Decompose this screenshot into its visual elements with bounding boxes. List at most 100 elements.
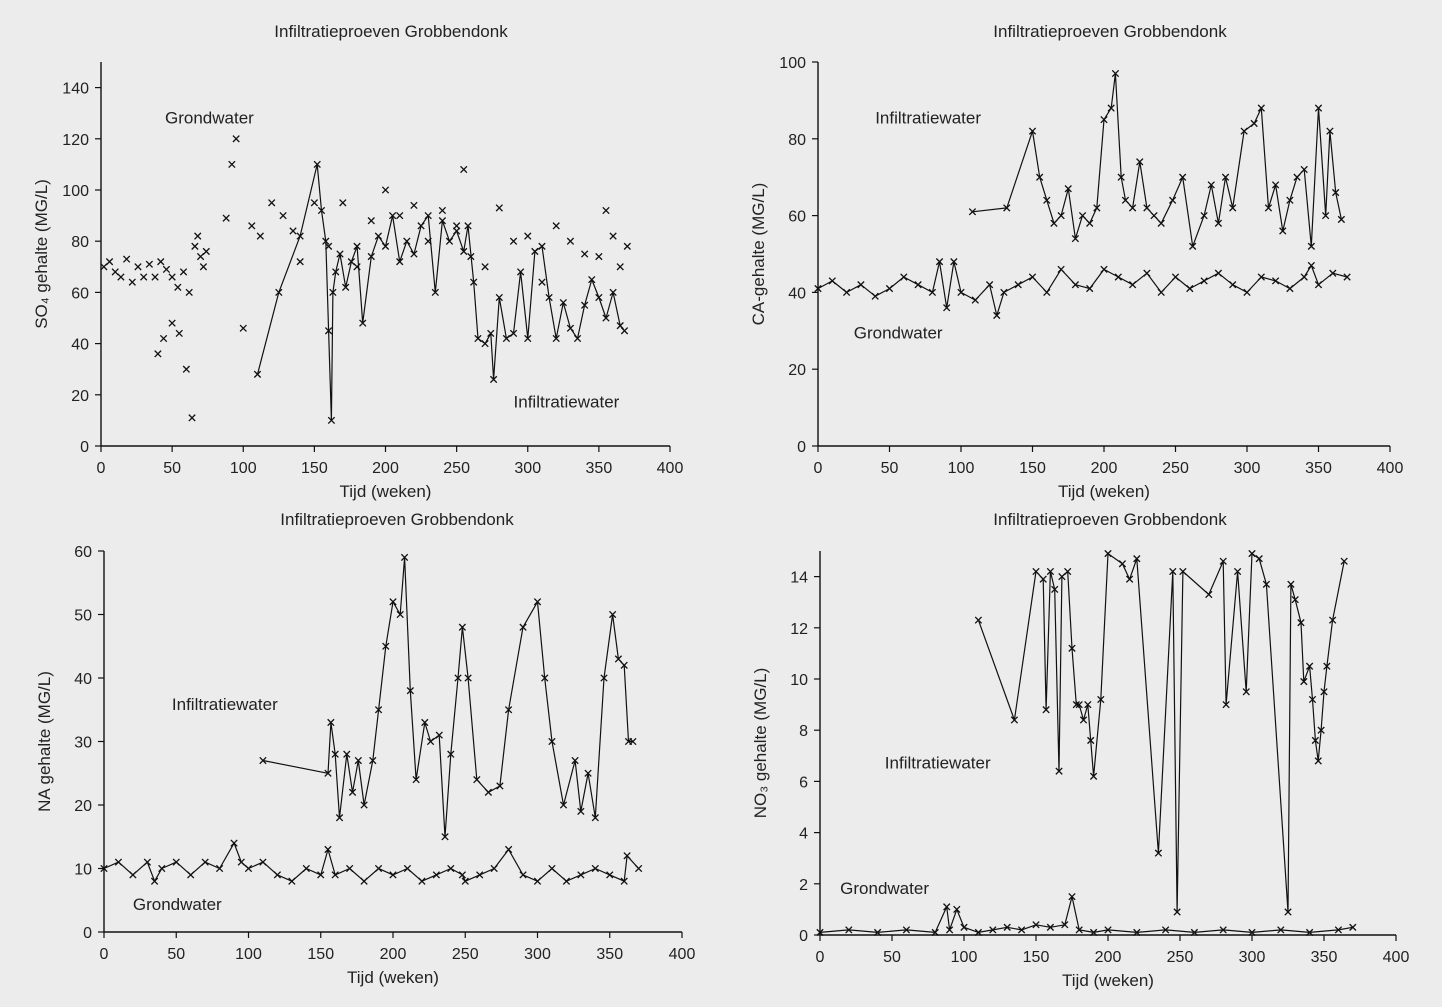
x-tick-label: 200 (380, 946, 407, 963)
data-point (489, 375, 498, 384)
data-point (588, 275, 596, 284)
data-point (1051, 585, 1059, 594)
x-tick-label: 300 (514, 460, 541, 477)
series-grondwater (814, 258, 1351, 320)
data-point (552, 222, 560, 230)
data-point (1154, 849, 1163, 857)
y-tick-label: 80 (788, 132, 806, 149)
data-point (374, 864, 383, 873)
data-point (140, 273, 148, 281)
data-point (495, 293, 503, 302)
data-point (552, 334, 560, 343)
data-point (296, 258, 304, 266)
data-point (1219, 926, 1227, 934)
data-point (143, 858, 152, 866)
data-point (345, 864, 354, 873)
data-point (360, 877, 368, 885)
x-tick-label: 350 (1305, 460, 1332, 477)
y-tick-label: 10 (74, 862, 92, 879)
x-tick-label: 0 (814, 460, 823, 477)
data-point (174, 283, 182, 291)
data-point (1186, 284, 1194, 293)
annotation-grondwater: Grondwater (165, 108, 254, 127)
data-point (302, 864, 310, 873)
data-point (1100, 265, 1108, 274)
data-point (222, 214, 230, 222)
data-point (1086, 284, 1094, 293)
series-infiltratiewater (253, 160, 629, 425)
data-point (1071, 234, 1080, 243)
data-point (1014, 281, 1022, 289)
chart-title: Infiltratieproeven Grobbendonk (993, 22, 1227, 41)
data-point (1314, 104, 1323, 112)
data-point (873, 928, 882, 937)
data-point (202, 247, 210, 256)
annotation-grondwater: Grondwater (854, 323, 943, 342)
data-point (1300, 165, 1308, 174)
data-point (470, 278, 478, 286)
data-point (418, 877, 426, 885)
data-point (1250, 119, 1258, 128)
data-point (559, 298, 567, 307)
data-point (259, 756, 267, 765)
data-point (1093, 204, 1101, 212)
data-point (577, 807, 585, 816)
data-point (1089, 772, 1098, 780)
data-point (842, 288, 851, 297)
data-point (1337, 215, 1346, 224)
data-point (461, 877, 469, 885)
data-point (928, 288, 937, 297)
y-tick-label: 6 (799, 774, 808, 791)
y-tick-label: 50 (74, 608, 92, 625)
data-point (114, 858, 123, 866)
data-point (1114, 273, 1122, 281)
data-point (1300, 677, 1308, 686)
data-point (591, 864, 599, 873)
data-point (1314, 757, 1322, 765)
annotation-grondwater: Grondwater (133, 895, 222, 914)
data-point (566, 324, 575, 332)
data-point (545, 293, 553, 302)
data-point (447, 750, 455, 758)
data-point (1100, 115, 1108, 124)
data-point (1068, 644, 1076, 652)
data-point (134, 263, 142, 271)
data-point (336, 250, 344, 258)
y-axis-label: NO₃ gehalte (MG/L) (751, 668, 770, 819)
data-point (602, 206, 610, 215)
data-point (989, 926, 997, 934)
data-point (151, 273, 159, 281)
data-point (900, 273, 908, 281)
data-point (317, 206, 326, 215)
data-point (634, 864, 643, 873)
data-point (1107, 104, 1115, 112)
y-tick-label: 20 (788, 362, 806, 379)
data-point (445, 237, 454, 245)
data-point (1320, 688, 1328, 696)
data-point (945, 926, 954, 934)
x-axis-label: Tijd (weken) (1062, 971, 1154, 990)
data-point (347, 258, 356, 266)
data-point (389, 598, 397, 606)
y-axis-label: SO₄ gehalte (MG/L) (32, 179, 51, 329)
data-point (279, 211, 287, 220)
x-tick-label: 250 (1167, 949, 1194, 966)
data-point (1332, 188, 1340, 197)
data-point (1279, 227, 1287, 235)
data-point (288, 877, 296, 885)
series-grondwater (100, 839, 643, 885)
data-point (957, 288, 965, 297)
data-point (1136, 158, 1144, 166)
data-point (1161, 926, 1170, 934)
data-point (1064, 567, 1072, 576)
y-axis-label: CA-gehalte (MG/L) (749, 183, 768, 326)
data-point (389, 871, 397, 879)
y-tick-label: 0 (80, 439, 89, 456)
data-point (256, 232, 264, 240)
data-point (1200, 211, 1208, 220)
data-point (595, 252, 603, 261)
data-point (1118, 560, 1127, 568)
data-point (1171, 273, 1180, 281)
data-point (1305, 928, 1314, 937)
